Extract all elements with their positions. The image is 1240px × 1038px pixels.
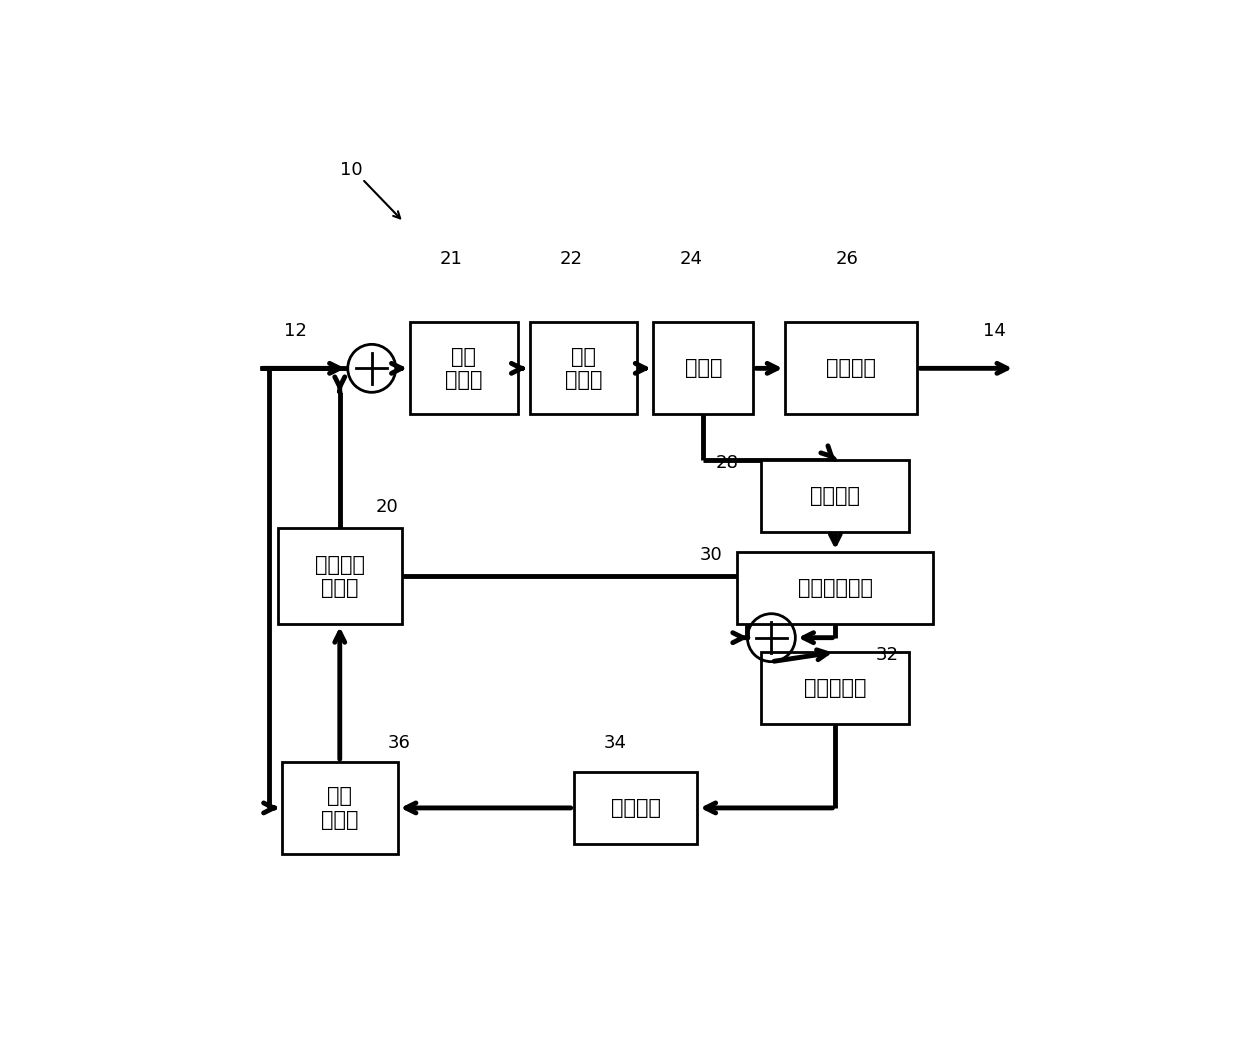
Text: 10: 10: [340, 161, 362, 179]
Text: 28: 28: [715, 455, 738, 472]
Text: 反变换处理器: 反变换处理器: [797, 578, 873, 598]
Text: 编码模式
选择器: 编码模式 选择器: [315, 554, 365, 598]
Text: 运动
预测器: 运动 预测器: [321, 787, 358, 829]
Text: 熵编码器: 熵编码器: [826, 358, 877, 378]
Text: 解量化器: 解量化器: [810, 486, 861, 507]
Bar: [653, 323, 754, 414]
Text: 变换
处理器: 变换 处理器: [564, 347, 603, 390]
Text: 24: 24: [680, 250, 702, 269]
Text: 解块处理器: 解块处理器: [804, 678, 867, 698]
Text: 34: 34: [604, 734, 626, 752]
Text: 20: 20: [376, 498, 398, 516]
Text: 量化器: 量化器: [684, 358, 722, 378]
Text: 空间
预测器: 空间 预测器: [445, 347, 482, 390]
Bar: [281, 762, 398, 854]
Text: 26: 26: [836, 250, 858, 269]
Bar: [529, 323, 637, 414]
Text: 帧存储器: 帧存储器: [610, 798, 661, 818]
Text: 21: 21: [440, 250, 463, 269]
Bar: [278, 528, 402, 624]
Text: 32: 32: [875, 646, 898, 664]
Text: 22: 22: [559, 250, 583, 269]
Text: 12: 12: [284, 323, 306, 340]
Bar: [761, 460, 909, 532]
Bar: [785, 323, 918, 414]
Text: 36: 36: [388, 734, 410, 752]
Text: 30: 30: [699, 546, 722, 565]
Bar: [409, 323, 517, 414]
Bar: [761, 652, 909, 725]
Bar: [738, 552, 934, 624]
Bar: [574, 772, 697, 844]
Text: 14: 14: [983, 323, 1006, 340]
